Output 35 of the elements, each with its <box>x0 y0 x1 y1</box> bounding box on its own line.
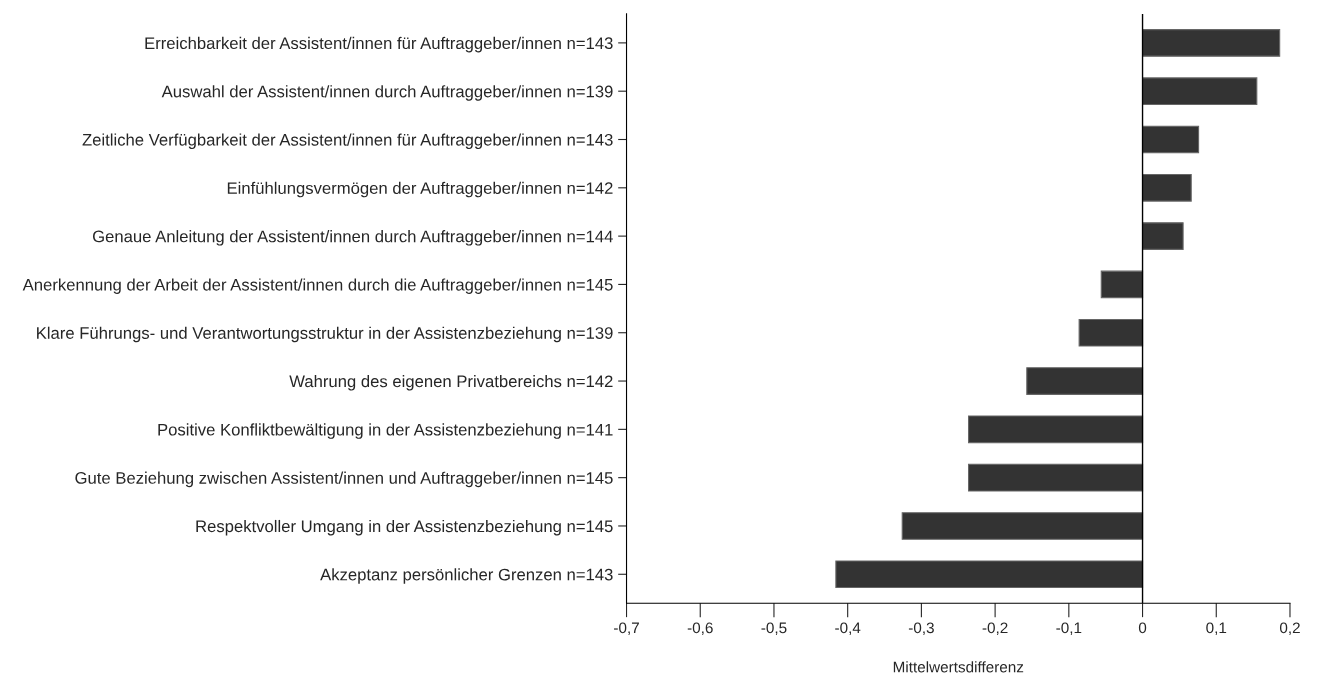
bar <box>968 463 1144 492</box>
x-tick-label: -0,3 <box>908 622 934 636</box>
y-tick-label: Gute Beziehung zwischen Assistent/innen und Auftraggeber/innen n=145 <box>75 471 613 488</box>
bar <box>1100 270 1144 299</box>
bar <box>1141 77 1258 106</box>
y-tick-label: Positive Konfliktbewältigung in der Assistenzbeziehung n=141 <box>158 423 613 439</box>
y-tick-label: Wahrung des eigenen Privatbereichs n=142 <box>289 375 613 391</box>
y-tick-label: Klare Führungs- und Verantwortungsstruktur in der Assistenzbeziehung n=139 <box>37 326 613 343</box>
x-tick-label: -0,4 <box>835 622 861 636</box>
y-tick-label: Einfühlungsvermögen der Auftraggeber/innen n=142 <box>227 181 613 198</box>
bar <box>1026 367 1144 395</box>
y-tick-label: Zeitliche Verfügbarkeit der Assistent/innen für Auftraggeber/innen n=143 <box>82 133 613 149</box>
bar <box>1078 318 1144 347</box>
bar <box>1141 29 1281 57</box>
x-tick-label: -0,6 <box>687 622 713 636</box>
y-tick-label: Erreichbarkeit der Assistent/innen für Auftraggeber/innen n=143 <box>145 36 613 53</box>
y-tick-label: Genaue Anleitung der Assistent/innen durch Auftraggeber/innen n=144 <box>92 230 613 246</box>
bar <box>1141 173 1192 202</box>
bar <box>968 415 1144 444</box>
bar <box>1141 125 1200 154</box>
bar <box>1141 222 1184 250</box>
y-tick-label: Auswahl der Assistent/innen durch Auftraggeber/innen n=139 <box>161 85 613 101</box>
y-tick-label: Anerkennung der Arbeit der Assistent/innen durch die Auftraggeber/innen n=145 <box>22 278 613 294</box>
x-tick-label: -0,7 <box>614 622 639 636</box>
x-tick-label: -0,1 <box>1056 622 1082 636</box>
y-tick-label: Akzeptanz persönlicher Grenzen n=143 <box>320 568 613 584</box>
x-tick-label: -0,5 <box>761 622 787 636</box>
x-tick-label: 0,2 <box>1279 622 1300 636</box>
bar <box>901 512 1144 540</box>
x-tick-label: 0,1 <box>1206 622 1227 636</box>
x-axis-title: Mittelwertsdifferenz <box>893 661 1024 673</box>
y-tick-label: Respektvoller Umgang in der Assistenzbeziehung n=145 <box>196 519 613 536</box>
x-tick-label: -0,2 <box>982 622 1008 636</box>
x-tick-label: 0 <box>1138 622 1147 634</box>
bar <box>835 560 1144 589</box>
